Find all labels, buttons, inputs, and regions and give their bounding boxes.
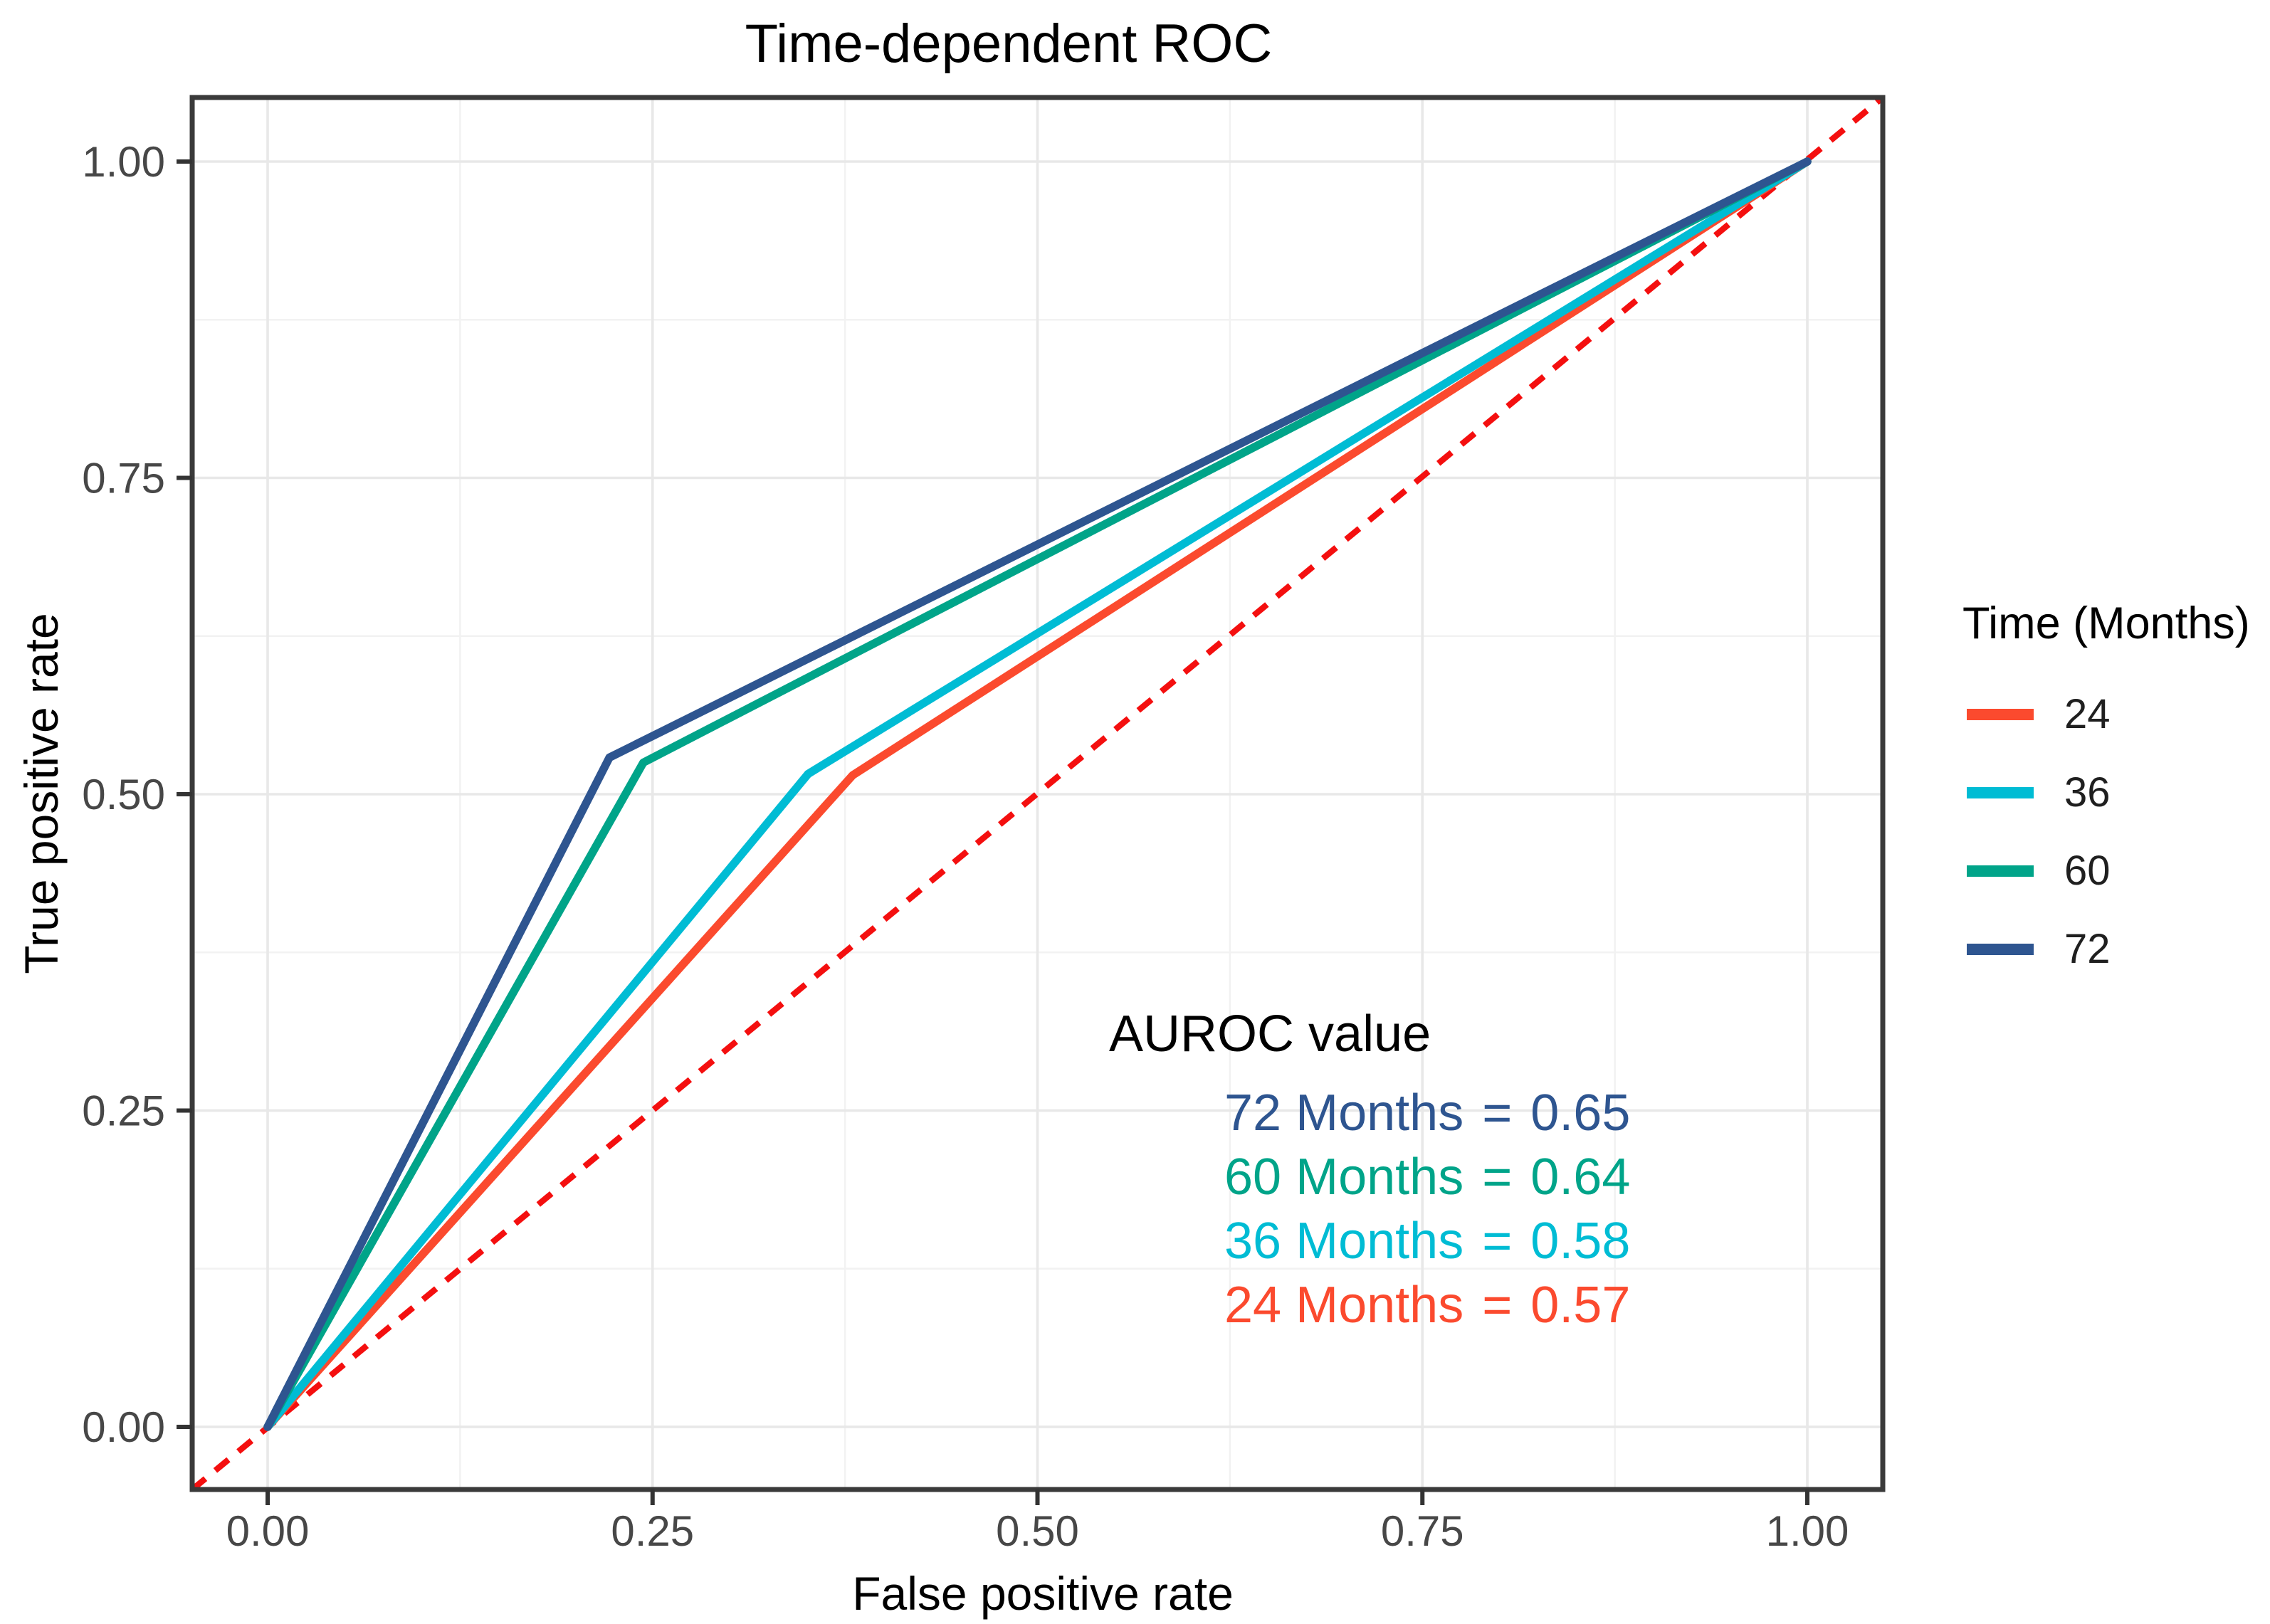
auroc-line-value: 0.57 [1530,1277,1631,1334]
y-tick-label: 0.75 [82,455,165,502]
legend-title: Time (Months) [1962,599,2250,648]
auroc-annotation: AUROC value 72 Months = 0.65 60 Months = 0.64… [1109,1008,1630,1337]
legend-entry-label: 24 [2064,691,2111,737]
legend-entry-label: 72 [2064,926,2111,972]
auroc-line-value: 0.58 [1530,1213,1631,1270]
auroc-line-equals: = [1482,1149,1513,1206]
chart-title: Time-dependent ROC [745,14,1273,74]
legend: Time (Months) 24 36 60 72 [1962,599,2250,970]
legend-key-line [1967,944,2034,955]
legend-entry-36: 36 [1967,754,2111,832]
auroc-line-label: 24 Months [1224,1277,1464,1334]
roc-curve-24 [263,157,1812,1431]
x-axis-title: False positive rate [852,1567,1234,1620]
y-axis-title: True positive rate [15,613,68,974]
legend-entry-label: 60 [2064,848,2111,894]
auroc-line-36: 36 Months = 0.58 [1224,1209,1630,1273]
roc-curve-72 [263,157,1812,1431]
y-tick-label: 0.50 [82,771,165,818]
legend-items: 24 36 60 72 [1967,675,2111,988]
legend-entry-72: 72 [1967,910,2111,988]
auroc-line-label: 60 Months [1224,1149,1464,1206]
auroc-line-equals: = [1482,1277,1513,1334]
x-tick-label: 0.50 [996,1507,1079,1555]
roc-curve-60 [263,157,1812,1431]
auroc-annotation-title: AUROC value [1109,1006,1431,1063]
legend-key-line [1967,787,2034,798]
auroc-line-72: 72 Months = 0.65 [1224,1081,1630,1145]
legend-key-line [1967,865,2034,877]
auroc-line-60: 60 Months = 0.64 [1224,1145,1630,1209]
roc-curve-36 [263,157,1812,1431]
auroc-annotation-lines: 72 Months = 0.65 60 Months = 0.64 36 Months = 0.… [1224,1081,1630,1337]
reference-diagonal-line [190,95,1885,1492]
x-tick-label: 0.00 [226,1507,310,1555]
x-tick-label: 0.25 [611,1507,694,1555]
legend-entry-24: 24 [1967,675,2111,754]
y-tick-label: 0.00 [82,1403,165,1451]
y-tick-label: 0.25 [82,1087,165,1135]
auroc-line-equals: = [1482,1085,1513,1141]
auroc-line-equals: = [1482,1213,1513,1270]
auroc-line-label: 36 Months [1224,1213,1464,1270]
x-tick-label: 1.00 [1766,1507,1849,1555]
legend-key-line [1967,709,2034,720]
legend-entry-60: 60 [1967,832,2111,910]
auroc-line-value: 0.65 [1530,1085,1631,1141]
auroc-line-label: 72 Months [1224,1085,1464,1141]
legend-entry-label: 36 [2064,769,2111,816]
y-tick-label: 1.00 [82,138,165,186]
auroc-line-24: 24 Months = 0.57 [1224,1273,1630,1337]
auroc-line-value: 0.64 [1530,1149,1631,1206]
x-tick-label: 0.75 [1381,1507,1464,1555]
